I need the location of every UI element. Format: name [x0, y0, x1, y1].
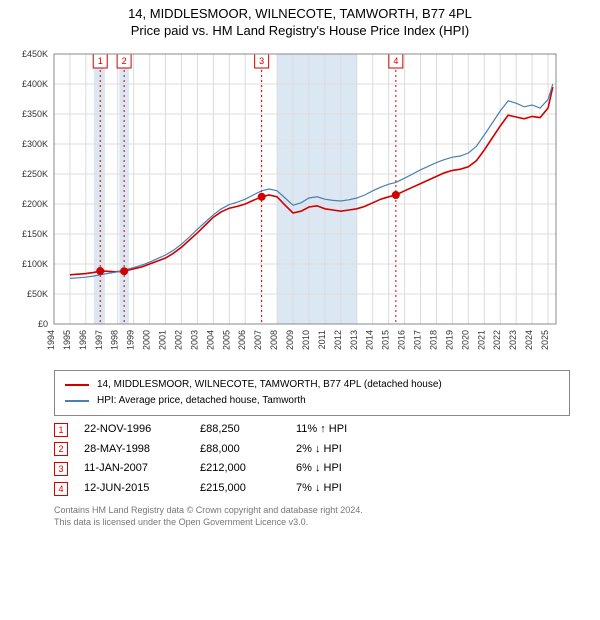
shaded-band [277, 54, 357, 324]
y-tick-label: £450K [22, 49, 48, 59]
x-tick-label: 2023 [508, 330, 518, 350]
x-tick-label: 2004 [205, 330, 215, 350]
x-tick-label: 2019 [444, 330, 454, 350]
legend-swatch [65, 384, 89, 386]
x-tick-label: 2024 [524, 330, 534, 350]
legend: 14, MIDDLESMOOR, WILNECOTE, TAMWORTH, B7… [54, 370, 570, 416]
x-tick-label: 2003 [189, 330, 199, 350]
sale-number-box: 3 [54, 462, 68, 476]
footer-line-2: This data is licensed under the Open Gov… [54, 517, 570, 529]
y-tick-label: £0 [38, 319, 48, 329]
sale-marker-number: 1 [98, 56, 103, 66]
x-tick-label: 2012 [333, 330, 343, 350]
sale-hpi-diff: 7% ↓ HPI [296, 479, 386, 499]
sale-price: £88,250 [200, 420, 280, 440]
x-tick-label: 2011 [317, 330, 327, 349]
x-tick-label: 2021 [476, 330, 486, 350]
chart-title: 14, MIDDLESMOOR, WILNECOTE, TAMWORTH, B7… [6, 6, 594, 40]
x-tick-label: 2018 [428, 330, 438, 350]
sale-number-box: 1 [54, 423, 68, 437]
y-tick-label: £300K [22, 139, 48, 149]
x-tick-label: 1994 [46, 330, 56, 350]
y-tick-label: £400K [22, 79, 48, 89]
sale-marker-number: 4 [393, 56, 398, 66]
legend-item: 14, MIDDLESMOOR, WILNECOTE, TAMWORTH, B7… [65, 377, 559, 393]
x-tick-label: 2010 [301, 330, 311, 350]
x-tick-label: 1999 [126, 330, 136, 350]
footer-attribution: Contains HM Land Registry data © Crown c… [54, 505, 570, 528]
x-tick-label: 2006 [237, 330, 247, 350]
sale-row: 4 12-JUN-2015 £215,000 7% ↓ HPI [54, 479, 570, 499]
x-tick-label: 2014 [365, 330, 375, 350]
x-tick-label: 2000 [142, 330, 152, 350]
sale-date: 22-NOV-1996 [84, 420, 184, 440]
sale-dot [120, 267, 128, 275]
legend-label: 14, MIDDLESMOOR, WILNECOTE, TAMWORTH, B7… [97, 377, 442, 393]
footer-line-1: Contains HM Land Registry data © Crown c… [54, 505, 570, 517]
y-tick-label: £200K [22, 199, 48, 209]
x-tick-label: 2005 [221, 330, 231, 350]
sale-dot [258, 193, 266, 201]
sale-number-box: 2 [54, 442, 68, 456]
x-tick-label: 2022 [492, 330, 502, 350]
title-line-1: 14, MIDDLESMOOR, WILNECOTE, TAMWORTH, B7… [6, 6, 594, 23]
legend-swatch [65, 400, 89, 402]
sale-date: 12-JUN-2015 [84, 479, 184, 499]
sale-hpi-diff: 2% ↓ HPI [296, 440, 386, 460]
sale-dot [392, 191, 400, 199]
x-tick-label: 2025 [540, 330, 550, 350]
sale-number-box: 4 [54, 482, 68, 496]
sale-price: £212,000 [200, 459, 280, 479]
x-tick-label: 2020 [460, 330, 470, 350]
sale-hpi-diff: 6% ↓ HPI [296, 459, 386, 479]
x-tick-label: 2007 [253, 330, 263, 350]
y-tick-label: £250K [22, 169, 48, 179]
x-tick-label: 1998 [110, 330, 120, 350]
sale-date: 11-JAN-2007 [84, 459, 184, 479]
x-tick-label: 2015 [381, 330, 391, 350]
y-tick-label: £150K [22, 229, 48, 239]
sale-price: £215,000 [200, 479, 280, 499]
sale-row: 1 22-NOV-1996 £88,250 11% ↑ HPI [54, 420, 570, 440]
legend-label: HPI: Average price, detached house, Tamw… [97, 393, 306, 409]
sale-row: 2 28-MAY-1998 £88,000 2% ↓ HPI [54, 440, 570, 460]
sales-table: 1 22-NOV-1996 £88,250 11% ↑ HPI 2 28-MAY-1998… [54, 420, 570, 499]
y-tick-label: £50K [27, 289, 48, 299]
legend-item: HPI: Average price, detached house, Tamw… [65, 393, 559, 409]
line-chart-svg: £0 £50K £100K £150K £200K £250K £300K £350K £400… [6, 44, 566, 364]
x-tick-label: 2002 [173, 330, 183, 350]
x-tick-label: 1995 [62, 330, 72, 350]
x-tick-label: 2008 [269, 330, 279, 350]
sale-marker-number: 2 [122, 56, 127, 66]
y-tick-label: £350K [22, 109, 48, 119]
title-line-2: Price paid vs. HM Land Registry's House … [6, 23, 594, 40]
x-tick-label: 1996 [78, 330, 88, 350]
sale-row: 3 11-JAN-2007 £212,000 6% ↓ HPI [54, 459, 570, 479]
x-tick-label: 1997 [94, 330, 104, 350]
x-tick-label: 2001 [158, 330, 168, 350]
shaded-band [119, 54, 129, 324]
y-tick-label: £100K [22, 259, 48, 269]
x-tick-label: 2016 [397, 330, 407, 350]
x-tick-label: 2013 [349, 330, 359, 350]
x-tick-label: 2009 [285, 330, 295, 350]
sale-dot [96, 267, 104, 275]
x-tick-label: 2017 [413, 330, 423, 350]
sale-hpi-diff: 11% ↑ HPI [296, 420, 386, 440]
sale-date: 28-MAY-1998 [84, 440, 184, 460]
sale-marker-number: 3 [259, 56, 264, 66]
shaded-band [94, 54, 105, 324]
sale-price: £88,000 [200, 440, 280, 460]
chart-area: £0 £50K £100K £150K £200K £250K £300K £350K £400… [6, 44, 594, 364]
